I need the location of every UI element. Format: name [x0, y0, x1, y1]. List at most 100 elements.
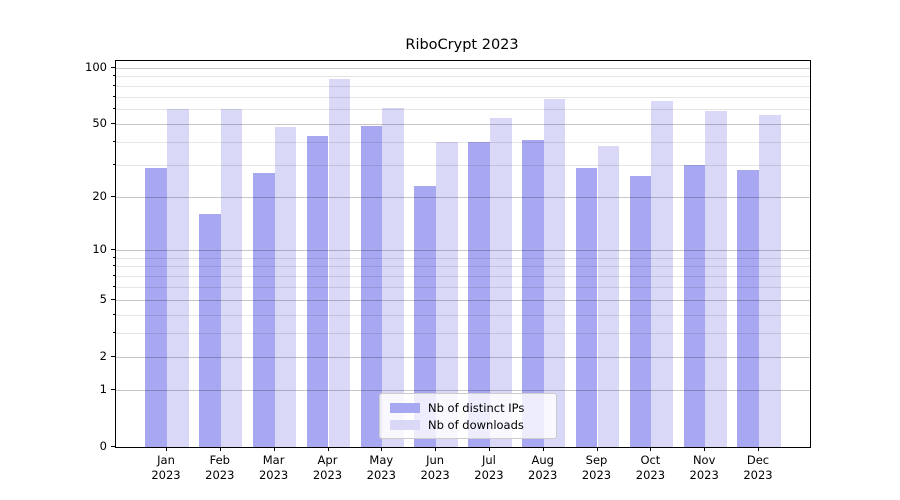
x-tick-mark: [327, 447, 329, 451]
x-tick-label-apr: Apr 2023: [298, 453, 358, 482]
x-tick-mark: [381, 447, 383, 451]
bar-distinct-ips-aug: [522, 139, 544, 447]
legend-label-downloads: Nb of downloads: [428, 417, 524, 432]
bar-downloads-may: [382, 107, 404, 447]
gridline-y-100: [116, 67, 810, 69]
x-tick-label-aug: Aug 2023: [513, 453, 573, 482]
bar-downloads-nov: [705, 110, 727, 447]
bar-distinct-ips-jun: [414, 185, 437, 447]
bar-downloads-aug: [543, 99, 566, 447]
gridline-y-5: [116, 299, 810, 301]
legend-swatch-distinct-ips: [390, 402, 420, 413]
legend: Nb of distinct IPs Nb of downloads: [379, 393, 557, 439]
chart-title: RiboCrypt 2023: [405, 37, 519, 53]
gridline-y-10: [116, 249, 810, 251]
gridline-y-50: [116, 123, 810, 125]
x-tick-label-year: 2023: [366, 467, 396, 482]
x-tick-mark: [704, 447, 706, 451]
legend-item-distinct-ips: Nb of distinct IPs: [380, 402, 556, 414]
bar-downloads-sep: [597, 145, 620, 447]
x-tick-label-year: 2023: [743, 467, 773, 482]
x-tick-label-oct: Oct 2023: [620, 453, 680, 482]
x-tick-label-jun: Jun 2023: [405, 453, 465, 482]
y-tick-label-50: 50: [92, 115, 107, 130]
x-tick-label-year: 2023: [635, 467, 666, 482]
x-tick-label-sep: Sep 2023: [567, 453, 627, 482]
y-minor-tick-mark: [112, 84, 115, 86]
bar-distinct-ips-dec: [737, 170, 759, 447]
y-minor-tick-mark: [112, 275, 115, 277]
y-tick-mark: [111, 195, 115, 197]
bar-distinct-ips-jul: [468, 141, 490, 447]
bar-downloads-feb: [220, 109, 243, 447]
y-minor-tick-mark: [112, 256, 115, 258]
y-tick-mark: [111, 66, 115, 68]
bar-downloads-mar: [274, 127, 297, 447]
y-tick-mark: [111, 355, 115, 357]
y-tick-label-5: 5: [99, 291, 107, 306]
bar-downloads-oct: [651, 101, 674, 447]
gridline-y-40: [116, 141, 810, 143]
y-minor-tick-mark: [112, 286, 115, 288]
x-tick-label-year: 2023: [312, 467, 343, 482]
bar-distinct-ips-feb: [199, 214, 221, 447]
gridline-y-9: [116, 257, 810, 259]
bar-downloads-apr: [328, 79, 351, 447]
x-tick-label-may: May 2023: [351, 453, 411, 482]
bar-distinct-ips-apr: [306, 136, 329, 447]
y-tick-mark: [111, 298, 115, 300]
x-tick-mark: [166, 447, 167, 451]
x-tick-mark: [488, 447, 490, 451]
y-tick-label-10: 10: [92, 241, 107, 256]
gridline-y-6: [116, 287, 810, 289]
plot-area: Nb of distinct IPs Nb of downloads: [115, 60, 811, 448]
bar-distinct-ips-may: [360, 125, 383, 447]
y-tick-mark: [111, 122, 115, 124]
gridline-y-3: [116, 333, 810, 335]
gridline-y-90: [116, 76, 810, 78]
x-tick-mark: [435, 447, 437, 451]
y-minor-tick-mark: [112, 313, 115, 315]
x-tick-label-jul: Jul 2023: [459, 453, 519, 482]
bar-distinct-ips-jan: [145, 167, 167, 447]
bar-downloads-jul: [489, 117, 512, 447]
x-tick-mark: [542, 447, 544, 451]
x-tick-mark: [219, 447, 221, 451]
x-tick-label-year: 2023: [474, 467, 504, 482]
gridline-y-1: [116, 390, 810, 391]
gridline-y-2: [116, 356, 810, 358]
y-minor-tick-mark: [112, 265, 115, 267]
bar-distinct-ips-sep: [575, 167, 598, 447]
x-tick-mark: [273, 447, 275, 451]
legend-swatch-downloads: [390, 419, 420, 430]
y-minor-tick-mark: [112, 163, 115, 165]
bar-distinct-ips-mar: [252, 173, 275, 447]
y-tick-label-100: 100: [85, 59, 107, 74]
x-tick-label-mar: Mar 2023: [244, 453, 304, 482]
bar-downloads-jun: [436, 141, 458, 447]
x-tick-mark: [650, 447, 652, 451]
x-tick-label-year: 2023: [689, 467, 719, 482]
x-tick-label-year: 2023: [151, 467, 181, 482]
x-tick-label-jan: Jan 2023: [136, 453, 196, 482]
y-tick-mark: [111, 389, 115, 390]
x-tick-label-year: 2023: [258, 467, 289, 482]
y-minor-tick-mark: [112, 95, 115, 97]
gridline-y-7: [116, 276, 810, 278]
x-tick-label-year: 2023: [205, 467, 235, 482]
bar-downloads-dec: [759, 114, 781, 447]
x-tick-label-feb: Feb 2023: [190, 453, 250, 482]
y-tick-label-1: 1: [99, 382, 107, 396]
x-tick-mark: [758, 447, 759, 451]
y-minor-tick-mark: [112, 108, 115, 110]
y-tick-mark: [111, 248, 115, 250]
y-minor-tick-mark: [112, 75, 115, 77]
y-tick-mark: [111, 446, 115, 447]
bar-downloads-jan: [167, 109, 189, 447]
gridline-y-60: [116, 109, 810, 111]
gridline-y-8: [116, 266, 810, 268]
y-minor-tick-mark: [112, 332, 115, 334]
gridline-y-70: [116, 96, 810, 98]
x-tick-label-year: 2023: [528, 467, 558, 482]
